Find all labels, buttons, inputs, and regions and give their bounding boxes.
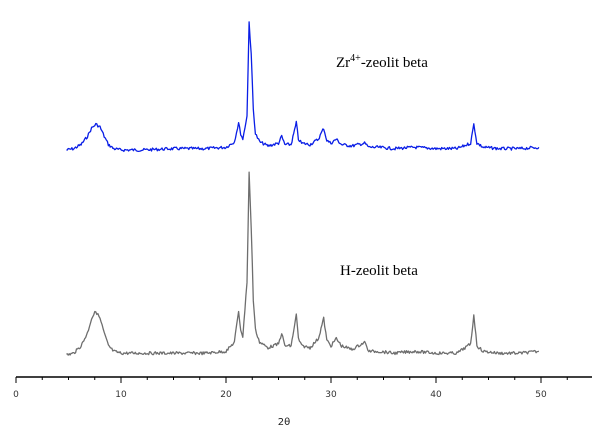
series-line-0	[66, 21, 540, 153]
x-tick-label: 0	[13, 390, 19, 400]
x-tick-label: 20	[220, 390, 232, 400]
x-axis-ticks: 0 10 20 30 40 50	[13, 377, 568, 400]
x-tick-label: 50	[535, 390, 547, 400]
series-label-suffix: -zeolit beta	[361, 55, 428, 71]
series-layer	[66, 21, 540, 356]
x-tick-label: 40	[430, 390, 442, 400]
series-label-zr-zeolit-beta: Zr4+-zeolit beta	[336, 53, 428, 71]
series-label-prefix: Zr	[336, 55, 350, 71]
x-tick-label: 30	[325, 390, 337, 400]
series-line-1	[66, 171, 540, 356]
series-label-superscript: 4+	[350, 53, 361, 64]
series-label-h-zeolit-beta: H-zeolit beta	[340, 263, 418, 279]
x-axis-label: 2θ	[278, 417, 290, 428]
x-tick-label: 10	[115, 390, 127, 400]
